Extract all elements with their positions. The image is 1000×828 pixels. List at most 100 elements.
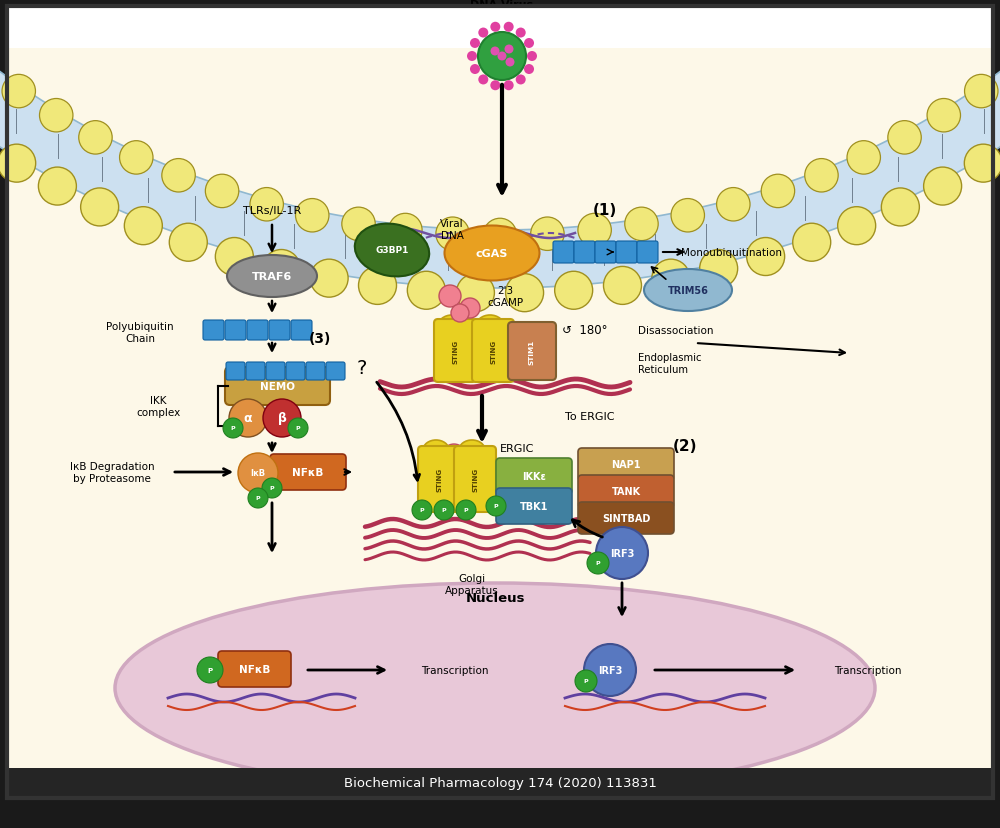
Circle shape [700, 250, 738, 288]
Text: IRF3: IRF3 [610, 548, 634, 558]
Circle shape [38, 168, 76, 206]
Circle shape [238, 454, 278, 493]
Text: P: P [442, 508, 446, 513]
FancyBboxPatch shape [286, 363, 305, 381]
Circle shape [478, 75, 488, 85]
Text: P: P [296, 426, 300, 431]
FancyBboxPatch shape [553, 242, 574, 263]
Circle shape [434, 500, 454, 520]
FancyBboxPatch shape [225, 320, 246, 340]
Circle shape [342, 208, 375, 241]
Text: Polyubiquitin
Chain: Polyubiquitin Chain [106, 322, 174, 344]
Text: ?: ? [357, 359, 367, 378]
Circle shape [490, 81, 500, 91]
Circle shape [470, 39, 480, 49]
Ellipse shape [476, 315, 504, 338]
Circle shape [506, 59, 514, 67]
Circle shape [555, 272, 593, 310]
FancyBboxPatch shape [270, 455, 346, 490]
Text: NFκB: NFκB [292, 468, 324, 478]
Circle shape [478, 33, 526, 81]
Text: TRAF6: TRAF6 [252, 272, 292, 282]
FancyBboxPatch shape [326, 363, 345, 381]
Circle shape [478, 28, 488, 38]
Circle shape [412, 500, 432, 520]
Circle shape [120, 142, 153, 175]
Text: Golgi
Apparatus: Golgi Apparatus [445, 573, 499, 595]
FancyBboxPatch shape [7, 7, 993, 798]
Text: Nucleus: Nucleus [465, 592, 525, 604]
Text: P: P [464, 508, 468, 513]
Text: Transcription: Transcription [834, 665, 902, 675]
Circle shape [436, 218, 469, 251]
Text: P: P [207, 667, 213, 673]
FancyBboxPatch shape [247, 320, 268, 340]
Circle shape [262, 250, 300, 288]
Circle shape [169, 224, 207, 262]
Text: 闲谈 Immunology: 闲谈 Immunology [872, 771, 950, 781]
Polygon shape [0, 0, 1000, 289]
Circle shape [248, 489, 268, 508]
FancyBboxPatch shape [496, 459, 572, 494]
Text: SINTBAD: SINTBAD [602, 513, 650, 523]
FancyBboxPatch shape [578, 503, 674, 534]
Circle shape [924, 168, 962, 206]
Circle shape [527, 52, 537, 62]
Circle shape [671, 200, 704, 233]
Circle shape [263, 400, 301, 437]
Circle shape [389, 214, 422, 248]
Text: TBK1: TBK1 [520, 502, 548, 512]
Circle shape [927, 99, 960, 132]
FancyBboxPatch shape [574, 242, 595, 263]
Circle shape [40, 99, 73, 132]
Text: P: P [270, 486, 274, 491]
Text: (3): (3) [309, 331, 331, 345]
Circle shape [793, 224, 831, 262]
Text: Viral
DNA: Viral DNA [440, 219, 464, 240]
FancyBboxPatch shape [246, 363, 265, 381]
Text: G3BP1: G3BP1 [375, 246, 409, 255]
Text: P: P [494, 504, 498, 509]
Text: IкB Degradation
by Proteasome: IкB Degradation by Proteasome [70, 462, 154, 484]
Circle shape [578, 214, 611, 248]
Ellipse shape [423, 440, 449, 460]
FancyBboxPatch shape [306, 363, 325, 381]
Circle shape [964, 145, 1000, 183]
FancyBboxPatch shape [434, 320, 476, 383]
Circle shape [456, 274, 494, 312]
Circle shape [197, 657, 223, 683]
Text: IKK
complex: IKK complex [136, 396, 180, 417]
Circle shape [505, 46, 514, 55]
Circle shape [215, 238, 253, 277]
FancyBboxPatch shape [7, 49, 993, 798]
Text: STIM1: STIM1 [529, 339, 535, 364]
Circle shape [516, 28, 526, 38]
Circle shape [838, 208, 876, 245]
Circle shape [288, 418, 308, 439]
Circle shape [486, 497, 506, 517]
FancyBboxPatch shape [472, 320, 514, 383]
Text: 2'3
cGAMP: 2'3 cGAMP [487, 286, 523, 307]
FancyBboxPatch shape [637, 242, 658, 263]
Text: Endoplasmic
Reticulum: Endoplasmic Reticulum [638, 353, 702, 374]
Ellipse shape [227, 256, 317, 297]
Text: IRF3: IRF3 [598, 665, 622, 675]
Circle shape [79, 122, 112, 155]
Circle shape [965, 75, 998, 108]
Circle shape [596, 527, 648, 580]
Text: Monoubiquitination: Monoubiquitination [682, 248, 782, 258]
Text: β: β [278, 412, 286, 425]
Text: ERGIC: ERGIC [500, 444, 534, 454]
Circle shape [584, 644, 636, 696]
Circle shape [761, 175, 795, 209]
FancyBboxPatch shape [418, 446, 460, 513]
Circle shape [229, 400, 267, 437]
Circle shape [250, 188, 283, 222]
Ellipse shape [355, 224, 429, 277]
Circle shape [162, 159, 195, 193]
Circle shape [524, 65, 534, 75]
Text: STING: STING [436, 467, 442, 492]
Circle shape [531, 218, 564, 251]
Text: To ERGIC: To ERGIC [565, 412, 614, 421]
Text: (2): (2) [673, 439, 697, 454]
